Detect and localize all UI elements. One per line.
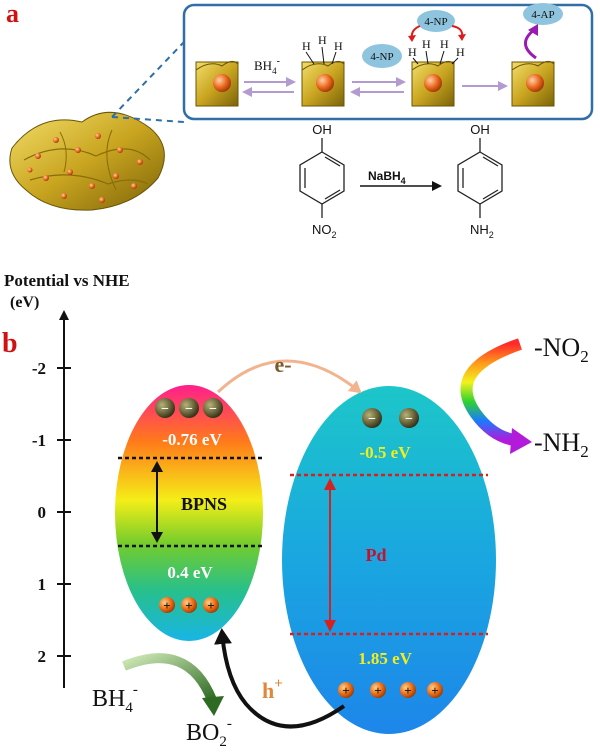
pd-name: Pd (365, 545, 386, 565)
pd-gap-arrow (324, 478, 336, 632)
reduction-rainbow-arrow (460, 338, 522, 446)
catalyst-block-3 (411, 60, 455, 107)
hole-transfer-arrow (214, 628, 346, 729)
pd-electrons: − − (362, 408, 419, 428)
svg-text:H: H (302, 39, 311, 53)
bpns-holes: + + + (159, 597, 219, 613)
svg-text:H: H (422, 37, 431, 51)
tick-label-1: 1 (38, 575, 47, 594)
svg-text:+: + (431, 683, 438, 698)
bp-nanosheet-illustration (9, 111, 165, 211)
svg-text:+: + (342, 683, 349, 698)
catalyst-block-1 (195, 60, 239, 107)
electron-transfer-arrow (216, 359, 362, 394)
bpns-name: BPNS (181, 494, 227, 514)
hole-label: h+ (262, 676, 283, 703)
bubble-4ap-desorbed: 4-AP (523, 3, 563, 60)
tick-label-0: 0 (38, 503, 47, 522)
svg-text:H: H (440, 37, 449, 51)
reaction-oh-right: OH (470, 122, 490, 137)
adsorbed-hydrogen-block-3: H H H H (408, 37, 465, 65)
bubble-4np-approach: 4-NP (362, 44, 402, 68)
reaction-no2: NO2 (312, 222, 337, 240)
zoom-line-bottom (111, 116, 185, 123)
electron-label: e- (274, 352, 291, 377)
axis-title: Potential vs NHE (4, 271, 130, 290)
nh2-group-label: -NH2 (534, 428, 589, 461)
axis-ticks (57, 367, 71, 657)
equilibrium-arrows-1 (242, 77, 296, 97)
equilibrium-arrows-2 (350, 77, 406, 97)
svg-text:+: + (207, 598, 214, 613)
svg-text:+: + (185, 598, 192, 613)
svg-text:−: − (405, 412, 413, 427)
axis-unit: (eV) (10, 294, 39, 311)
svg-text:4-NP: 4-NP (424, 16, 447, 28)
svg-text:−: − (185, 402, 193, 417)
catalyst-block-2 (301, 60, 345, 107)
bpns-electrons: − − − (155, 398, 223, 418)
bpns-vb-value: 0.4 eV (167, 563, 213, 582)
svg-text:4-AP: 4-AP (531, 9, 554, 21)
borohydride-oxidation-arrow (122, 653, 217, 702)
pd-holes: + + + + (338, 682, 443, 698)
reduction-rainbow-arrowhead (510, 428, 532, 454)
pd-bottom-value: 1.85 eV (358, 649, 413, 668)
svg-text:−: − (209, 402, 217, 417)
zoom-line-top (111, 41, 185, 118)
bo2-label: BO2- (186, 716, 232, 750)
bubble-4np-adsorbed: 4-NP (408, 10, 466, 42)
panel-b-label: b (2, 328, 18, 359)
svg-text:4-NP: 4-NP (370, 51, 393, 63)
bpns-cb-value: -0.76 eV (162, 430, 222, 449)
bh4-label: BH4- (92, 682, 138, 716)
inset-bh4-label: BH4- (254, 56, 280, 76)
reaction-oh-left: OH (312, 122, 332, 137)
borohydride-oxidation-arrowhead (202, 696, 224, 716)
svg-text:+: + (374, 683, 381, 698)
svg-text:+: + (163, 598, 170, 613)
svg-text:H: H (318, 33, 327, 47)
catalyst-block-4 (511, 60, 555, 107)
svg-text:H: H (408, 45, 417, 59)
pd-ellipse (282, 386, 496, 734)
tick-label-neg2: -2 (32, 359, 46, 378)
svg-text:+: + (404, 683, 411, 698)
adsorbed-hydrogen-block-2: H H H (302, 33, 343, 65)
tick-label-neg1: -1 (32, 431, 46, 450)
reaction-4ap-structure (457, 138, 503, 218)
pd-top-value: -0.5 eV (360, 443, 412, 462)
svg-text:−: − (161, 402, 169, 417)
reaction-nh2: NH2 (470, 222, 494, 240)
no2-group-label: -NO2 (534, 333, 589, 366)
tick-label-2: 2 (38, 647, 47, 666)
reaction-reagent: NaBH4 (368, 169, 406, 186)
panel-a-label: a (6, 0, 19, 28)
svg-text:H: H (334, 39, 343, 53)
bpns-ellipse (115, 385, 263, 641)
svg-text:H: H (456, 45, 465, 59)
bpns-gap-arrow (151, 461, 163, 543)
axis-tick-labels: -2 -1 0 1 2 (32, 359, 46, 666)
reaction-4np-structure (299, 138, 345, 218)
pd-nanoparticle-dots (27, 133, 143, 203)
svg-text:−: − (368, 412, 376, 427)
